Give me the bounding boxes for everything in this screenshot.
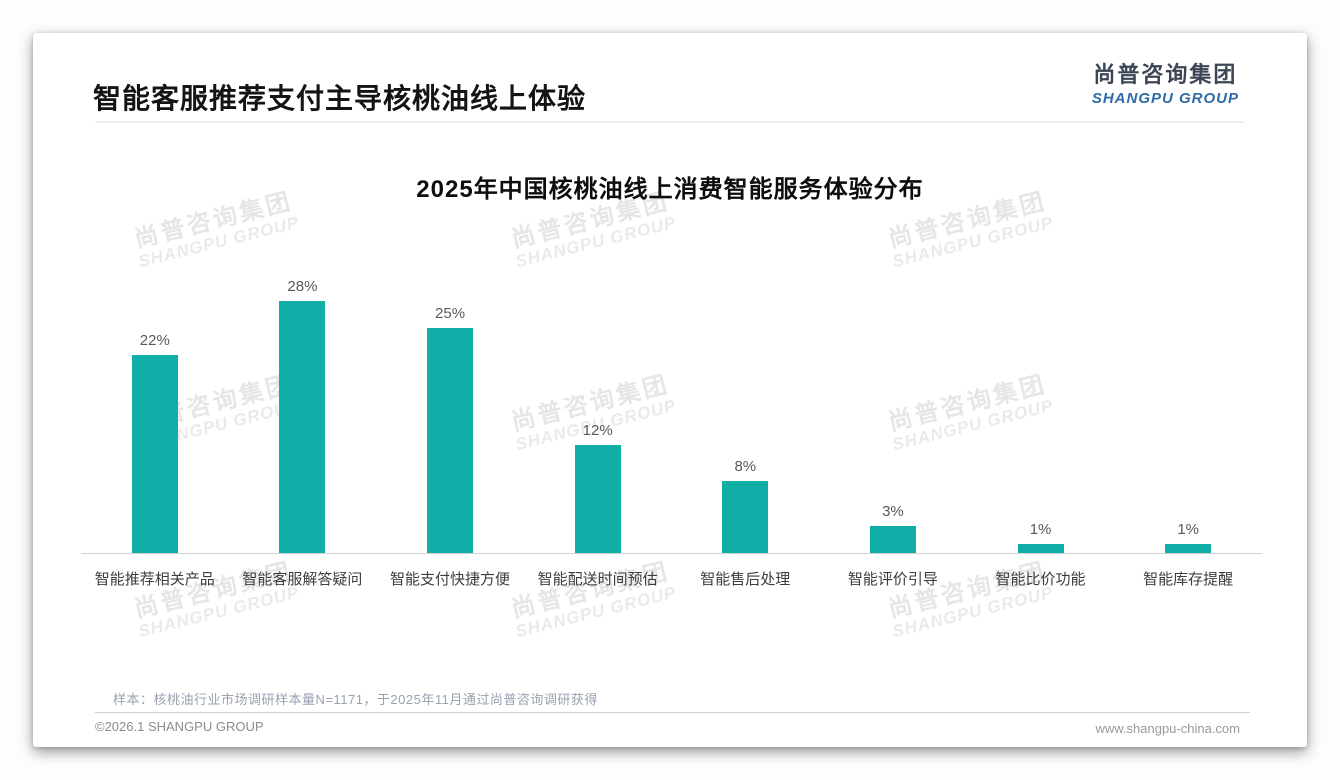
category-label: 智能客服解答疑问 xyxy=(242,571,363,588)
bar xyxy=(869,526,916,553)
x-axis-line xyxy=(81,553,1262,554)
bar xyxy=(1165,544,1212,553)
bar xyxy=(722,481,769,553)
copyright-text: ©2026.1 SHANGPU GROUP xyxy=(95,719,264,734)
bar-value-label: 3% xyxy=(882,503,904,520)
bar-value-label: 28% xyxy=(287,278,318,295)
bar-value-label: 25% xyxy=(435,305,466,322)
bar-value-label: 22% xyxy=(139,332,170,349)
bar-value-label: 1% xyxy=(1029,521,1052,538)
category-label: 智能配送时间预估 xyxy=(537,571,658,588)
bar-column: 28% xyxy=(229,278,377,553)
bar xyxy=(574,445,621,553)
website-text: www.shangpu-china.com xyxy=(1095,721,1240,736)
bar-column: 25% xyxy=(376,305,524,553)
bar xyxy=(427,328,474,553)
bar-value-label: 1% xyxy=(1177,521,1200,538)
category-label: 智能售后处理 xyxy=(700,571,791,588)
bar-column: 3% xyxy=(819,503,967,553)
bar-chart: 22% 28% 25% 12% 8% 3% 1% 1% 智能推荐相关产品 智能客服解答疑问 智能支… xyxy=(81,249,1262,589)
chart-title: 2025年中国核桃油线上消费智能服务体验分布 xyxy=(416,176,924,203)
logo-chinese-text: 尚普咨询集团 xyxy=(1093,62,1238,87)
category-label: 智能评价引导 xyxy=(847,571,938,588)
bar xyxy=(131,355,178,553)
footer-divider xyxy=(95,712,1250,713)
logo-english-text: SHANGPU GROUP xyxy=(1091,90,1239,107)
page-title: 智能客服推荐支付主导核桃油线上体验 xyxy=(93,83,587,114)
category-label: 智能库存提醒 xyxy=(1143,571,1234,588)
category-label: 智能推荐相关产品 xyxy=(94,571,215,588)
bar-column: 12% xyxy=(524,422,672,553)
slide-card: 尚普咨询集团 SHANGPU GROUP 尚普咨询集团 SHANGPU GROUP 尚普… xyxy=(33,33,1307,747)
category-labels-row: 智能推荐相关产品 智能客服解答疑问 智能支付快捷方便 智能配送时间预估 智能售后处理 智能… xyxy=(81,554,1262,589)
header-divider xyxy=(95,121,1245,123)
bar-column: 8% xyxy=(672,458,820,553)
bar-column: 1% xyxy=(967,521,1115,553)
bar xyxy=(279,301,326,553)
category-label: 智能支付快捷方便 xyxy=(390,571,511,588)
bar xyxy=(1017,544,1064,553)
category-label: 智能比价功能 xyxy=(995,571,1086,588)
bar-value-label: 12% xyxy=(582,422,613,439)
bar-column: 22% xyxy=(81,332,229,553)
sample-note: 样本：核桃油行业市场调研样本量N=1171，于2025年11月通过尚普咨询调研获… xyxy=(113,692,598,707)
bar-column: 1% xyxy=(1114,521,1262,553)
bars-row: 22% 28% 25% 12% 8% 3% 1% 1% xyxy=(81,249,1262,553)
company-logo: 尚普咨询集团 SHANGPU GROUP xyxy=(1092,57,1239,107)
bar-value-label: 8% xyxy=(734,458,757,475)
